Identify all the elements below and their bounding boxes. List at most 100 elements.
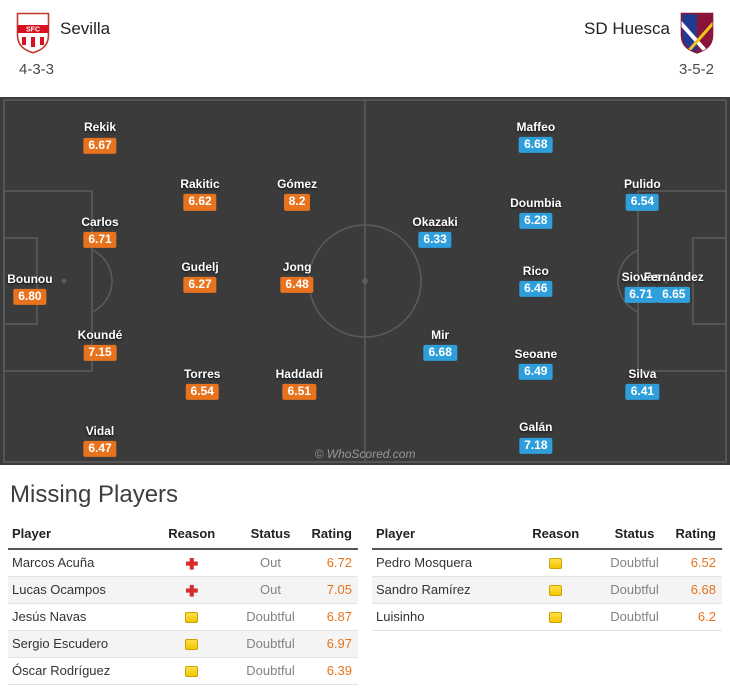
missing-player-status: Doubtful: [246, 609, 295, 624]
missing-table-home: Player Reason Status Rating Marcos Acuña…: [8, 521, 358, 685]
player-name: Silva: [628, 366, 657, 381]
missing-player-row: Lucas Ocampos Out 7.05: [8, 577, 358, 604]
player-away[interactable]: Okazaki 6.33: [412, 215, 458, 249]
away-team-block: SD Huesca 3-5-2: [584, 12, 714, 97]
player-away[interactable]: Rico 6.46: [519, 263, 553, 298]
missing-player-name[interactable]: Marcos Acuña: [12, 555, 95, 570]
away-team-name[interactable]: SD Huesca: [584, 19, 670, 38]
column-header-rating: Rating: [311, 526, 352, 541]
column-header-rating: Rating: [675, 526, 716, 541]
player-rating-badge: 7.18: [519, 437, 553, 454]
player-home[interactable]: Vidal 6.47: [83, 423, 117, 458]
missing-player-name[interactable]: Luisinho: [376, 609, 425, 624]
missing-player-reason: [148, 663, 236, 678]
player-name: Maffeo: [516, 119, 556, 134]
missing-player-rating: 6.68: [690, 582, 716, 597]
missing-player-status: Doubtful: [610, 582, 659, 597]
missing-player-row: Pedro Mosquera Doubtful 6.52: [372, 550, 722, 577]
missing-player-reason: [512, 555, 600, 570]
missing-player-rating: 7.05: [326, 582, 352, 597]
player-home[interactable]: Rekik 6.67: [83, 120, 117, 154]
missing-player-status: Doubtful: [610, 609, 659, 624]
injury-icon: [185, 584, 198, 597]
missing-player-rating: 6.87: [326, 609, 352, 624]
player-name: Haddadi: [275, 366, 323, 381]
player-rating-badge: 6.41: [625, 384, 660, 401]
player-name: Siovas: [621, 269, 661, 284]
home-team-name[interactable]: Sevilla: [60, 19, 111, 38]
player-rating-badge: 6.28: [519, 212, 553, 230]
missing-player-name[interactable]: Lucas Ocampos: [12, 582, 106, 597]
player-rating-badge: 6.54: [625, 194, 660, 211]
player-away[interactable]: Mir 6.68: [423, 327, 457, 362]
missing-player-row: Sandro Ramírez Doubtful 6.68: [372, 577, 722, 604]
player-name: Gómez: [277, 176, 318, 191]
missing-player-status: Out: [260, 582, 281, 597]
player-name: Seoane: [514, 346, 558, 361]
missing-player-reason: [148, 636, 236, 651]
player-away[interactable]: Maffeo 6.68: [516, 119, 556, 153]
missing-player-reason: [148, 582, 236, 597]
player-home[interactable]: Gómez 8.2: [277, 176, 318, 211]
player-away[interactable]: Pulido 6.54: [624, 176, 661, 211]
player-away[interactable]: Galán 7.18: [519, 420, 553, 454]
player-away[interactable]: Seoane 6.49: [514, 346, 558, 380]
player-name: Jong: [282, 259, 312, 274]
missing-player-name[interactable]: Pedro Mosquera: [376, 555, 473, 570]
home-team-block: SFC Sevilla 4-3-3: [16, 12, 110, 97]
player-rating-badge: 8.2: [283, 194, 311, 211]
player-name: Doumbia: [510, 195, 562, 210]
missing-player-name[interactable]: Jesús Navas: [12, 609, 87, 624]
missing-player-row: Luisinho Doubtful 6.2: [372, 604, 722, 631]
player-away[interactable]: Silva 6.41: [625, 366, 660, 401]
doubtful-icon: [185, 666, 199, 678]
missing-player-name[interactable]: Óscar Rodríguez: [12, 663, 111, 678]
column-header-status: Status: [614, 526, 655, 541]
missing-player-rating: 6.52: [690, 555, 716, 570]
doubtful-icon: [549, 558, 563, 570]
missing-player-status: Doubtful: [246, 663, 295, 678]
player-rating-badge: 6.33: [418, 232, 452, 249]
player-name: Rico: [522, 263, 549, 278]
missing-player-rating: 6.39: [326, 663, 352, 678]
player-away[interactable]: Siovas 6.71: [621, 269, 661, 303]
player-rating-badge: 6.80: [13, 289, 47, 306]
player-home[interactable]: Rakitic 6.62: [180, 176, 220, 211]
player-rating-badge: 6.68: [519, 136, 553, 153]
player-name: Bounou: [7, 271, 53, 286]
player-home[interactable]: Jong 6.48: [280, 259, 314, 294]
player-rating-badge: 6.47: [83, 441, 117, 458]
missing-player-row: Óscar Rodríguez Doubtful 6.39: [8, 658, 358, 685]
player-home[interactable]: Carlos 6.71: [81, 215, 119, 249]
missing-table-home-header: Player Reason Status Rating: [8, 521, 358, 550]
player-home[interactable]: Koundé 7.15: [78, 328, 122, 362]
player-rating-badge: 6.71: [83, 232, 117, 249]
doubtful-icon: [549, 612, 563, 624]
player-name: Mir: [431, 327, 450, 342]
player-home[interactable]: Bounou 6.80: [7, 271, 53, 306]
player-home[interactable]: Torres 6.54: [184, 367, 220, 401]
player-name: Gudelj: [181, 259, 219, 274]
missing-player-status: Doubtful: [246, 636, 295, 651]
pitch-markings: [3, 99, 727, 463]
missing-player-rating: 6.72: [326, 555, 352, 570]
player-home[interactable]: Gudelj 6.27: [181, 259, 219, 294]
player-rating-badge: 6.48: [280, 276, 314, 294]
missing-player-name[interactable]: Sergio Escudero: [12, 636, 109, 651]
player-away[interactable]: Fernández 6.65: [644, 270, 704, 303]
column-header-player: Player: [376, 526, 416, 541]
player-name: Rekik: [83, 120, 117, 135]
player-name: Galán: [519, 420, 553, 435]
injury-icon: [185, 557, 198, 570]
svg-text:SFC: SFC: [26, 27, 40, 34]
column-header-reason: Reason: [532, 526, 580, 541]
missing-player-status: Doubtful: [610, 555, 659, 570]
player-name: Vidal: [85, 423, 115, 438]
missing-player-name[interactable]: Sandro Ramírez: [376, 582, 471, 597]
player-away[interactable]: Doumbia 6.28: [510, 195, 562, 230]
player-name: Rakitic: [180, 176, 220, 191]
player-name: Pulido: [624, 176, 661, 191]
player-rating-badge: 6.67: [83, 137, 117, 154]
player-home[interactable]: Haddadi 6.51: [275, 366, 323, 401]
player-rating-badge: 6.54: [185, 384, 219, 401]
